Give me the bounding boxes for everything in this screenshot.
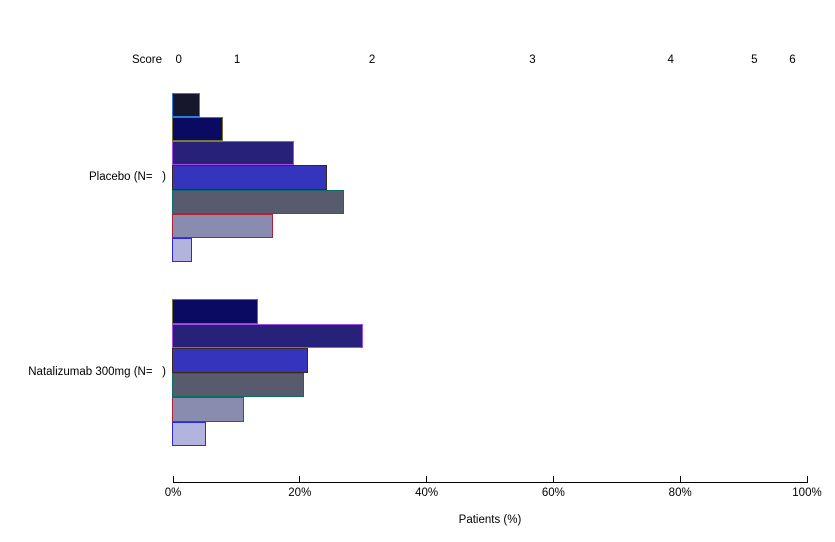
bar-group1-score-5 <box>172 397 244 422</box>
x-axis-tick-20 <box>299 476 301 483</box>
x-axis-tick-label-40: 40% <box>415 487 439 499</box>
x-axis-tick-0 <box>172 476 174 483</box>
x-axis-tick-40 <box>426 476 428 483</box>
bar-group1-score-6 <box>172 421 206 446</box>
bar-group1-score-4 <box>172 372 304 397</box>
x-axis-tick-80 <box>679 476 681 483</box>
x-axis-tick-label-20: 20% <box>288 487 312 499</box>
x-axis-tick-label-80: 80% <box>668 487 692 499</box>
score-legend-value-0: 0 <box>175 54 182 66</box>
bar-group1-score-3 <box>172 348 308 373</box>
x-axis-line <box>173 482 808 483</box>
x-axis-tick-label-100: 100% <box>792 487 822 499</box>
bar-group0-score-6 <box>172 237 192 263</box>
bar-group0-score-5 <box>172 213 273 238</box>
score-legend-value-2: 2 <box>368 54 376 66</box>
bar-group0-score-1 <box>172 117 224 142</box>
score-legend-value-5: 5 <box>751 54 758 66</box>
bar-group0-score-2 <box>172 141 295 166</box>
bar-group1-score-1 <box>172 299 258 324</box>
x-axis-tick-label-0: 0% <box>164 487 182 499</box>
group-label-0: Placebo (N= ) <box>88 170 166 183</box>
x-axis-title: Patients (%) <box>458 514 522 526</box>
group-label-1: Natalizumab 300mg (N= ) <box>28 365 166 378</box>
x-axis-tick-60 <box>552 476 554 483</box>
score-legend-value-4: 4 <box>667 54 674 66</box>
score-legend-value-3: 3 <box>529 54 536 66</box>
bar-group0-score-3 <box>172 165 327 190</box>
x-axis-tick-100 <box>806 476 808 483</box>
score-legend-value-1: 1 <box>233 54 241 66</box>
bar-group1-score-2 <box>172 323 364 348</box>
bar-group0-score-4 <box>172 189 345 214</box>
score-legend-title: Score <box>131 54 162 66</box>
bar-group0-score-0 <box>172 93 201 118</box>
score-legend-value-6: 6 <box>789 54 796 66</box>
x-axis-tick-label-60: 60% <box>541 487 565 499</box>
